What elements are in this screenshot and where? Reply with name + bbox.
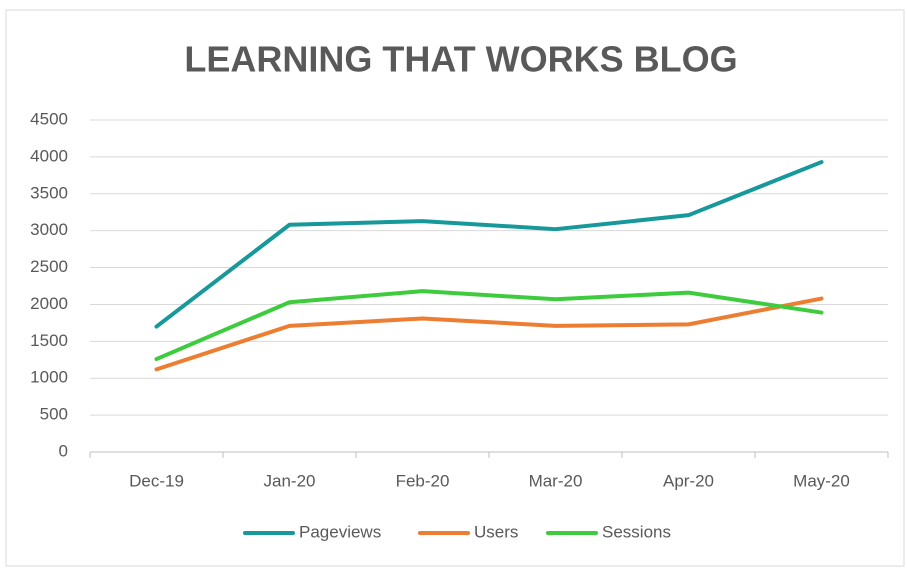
y-tick-label: 500: [40, 405, 68, 424]
series-line: [154, 289, 824, 362]
legend-label: Users: [474, 522, 518, 541]
y-tick-label: 0: [59, 441, 68, 460]
y-tick-label: 4000: [30, 146, 68, 165]
x-tick-label: Feb-20: [396, 471, 450, 490]
legend-label: Sessions: [602, 522, 671, 541]
series-line: [154, 296, 824, 372]
x-tick-label: Apr-20: [663, 471, 714, 490]
x-tick-label: May-20: [793, 471, 850, 490]
x-tick-label: Mar-20: [529, 471, 583, 490]
legend-label: Pageviews: [299, 522, 381, 541]
chart-title: LEARNING THAT WORKS BLOG: [184, 39, 737, 80]
series-line: [154, 160, 824, 329]
y-tick-label: 2000: [30, 294, 68, 313]
y-tick-label: 1000: [30, 368, 68, 387]
y-tick-label: 3500: [30, 183, 68, 202]
y-tick-label: 1500: [30, 331, 68, 350]
x-tick-label: Jan-20: [264, 471, 316, 490]
y-tick-label: 3000: [30, 220, 68, 239]
chart-frame: [5, 9, 905, 567]
y-tick-label: 2500: [30, 257, 68, 276]
y-tick-label: 4500: [30, 109, 68, 128]
x-tick-label: Dec-19: [129, 471, 184, 490]
